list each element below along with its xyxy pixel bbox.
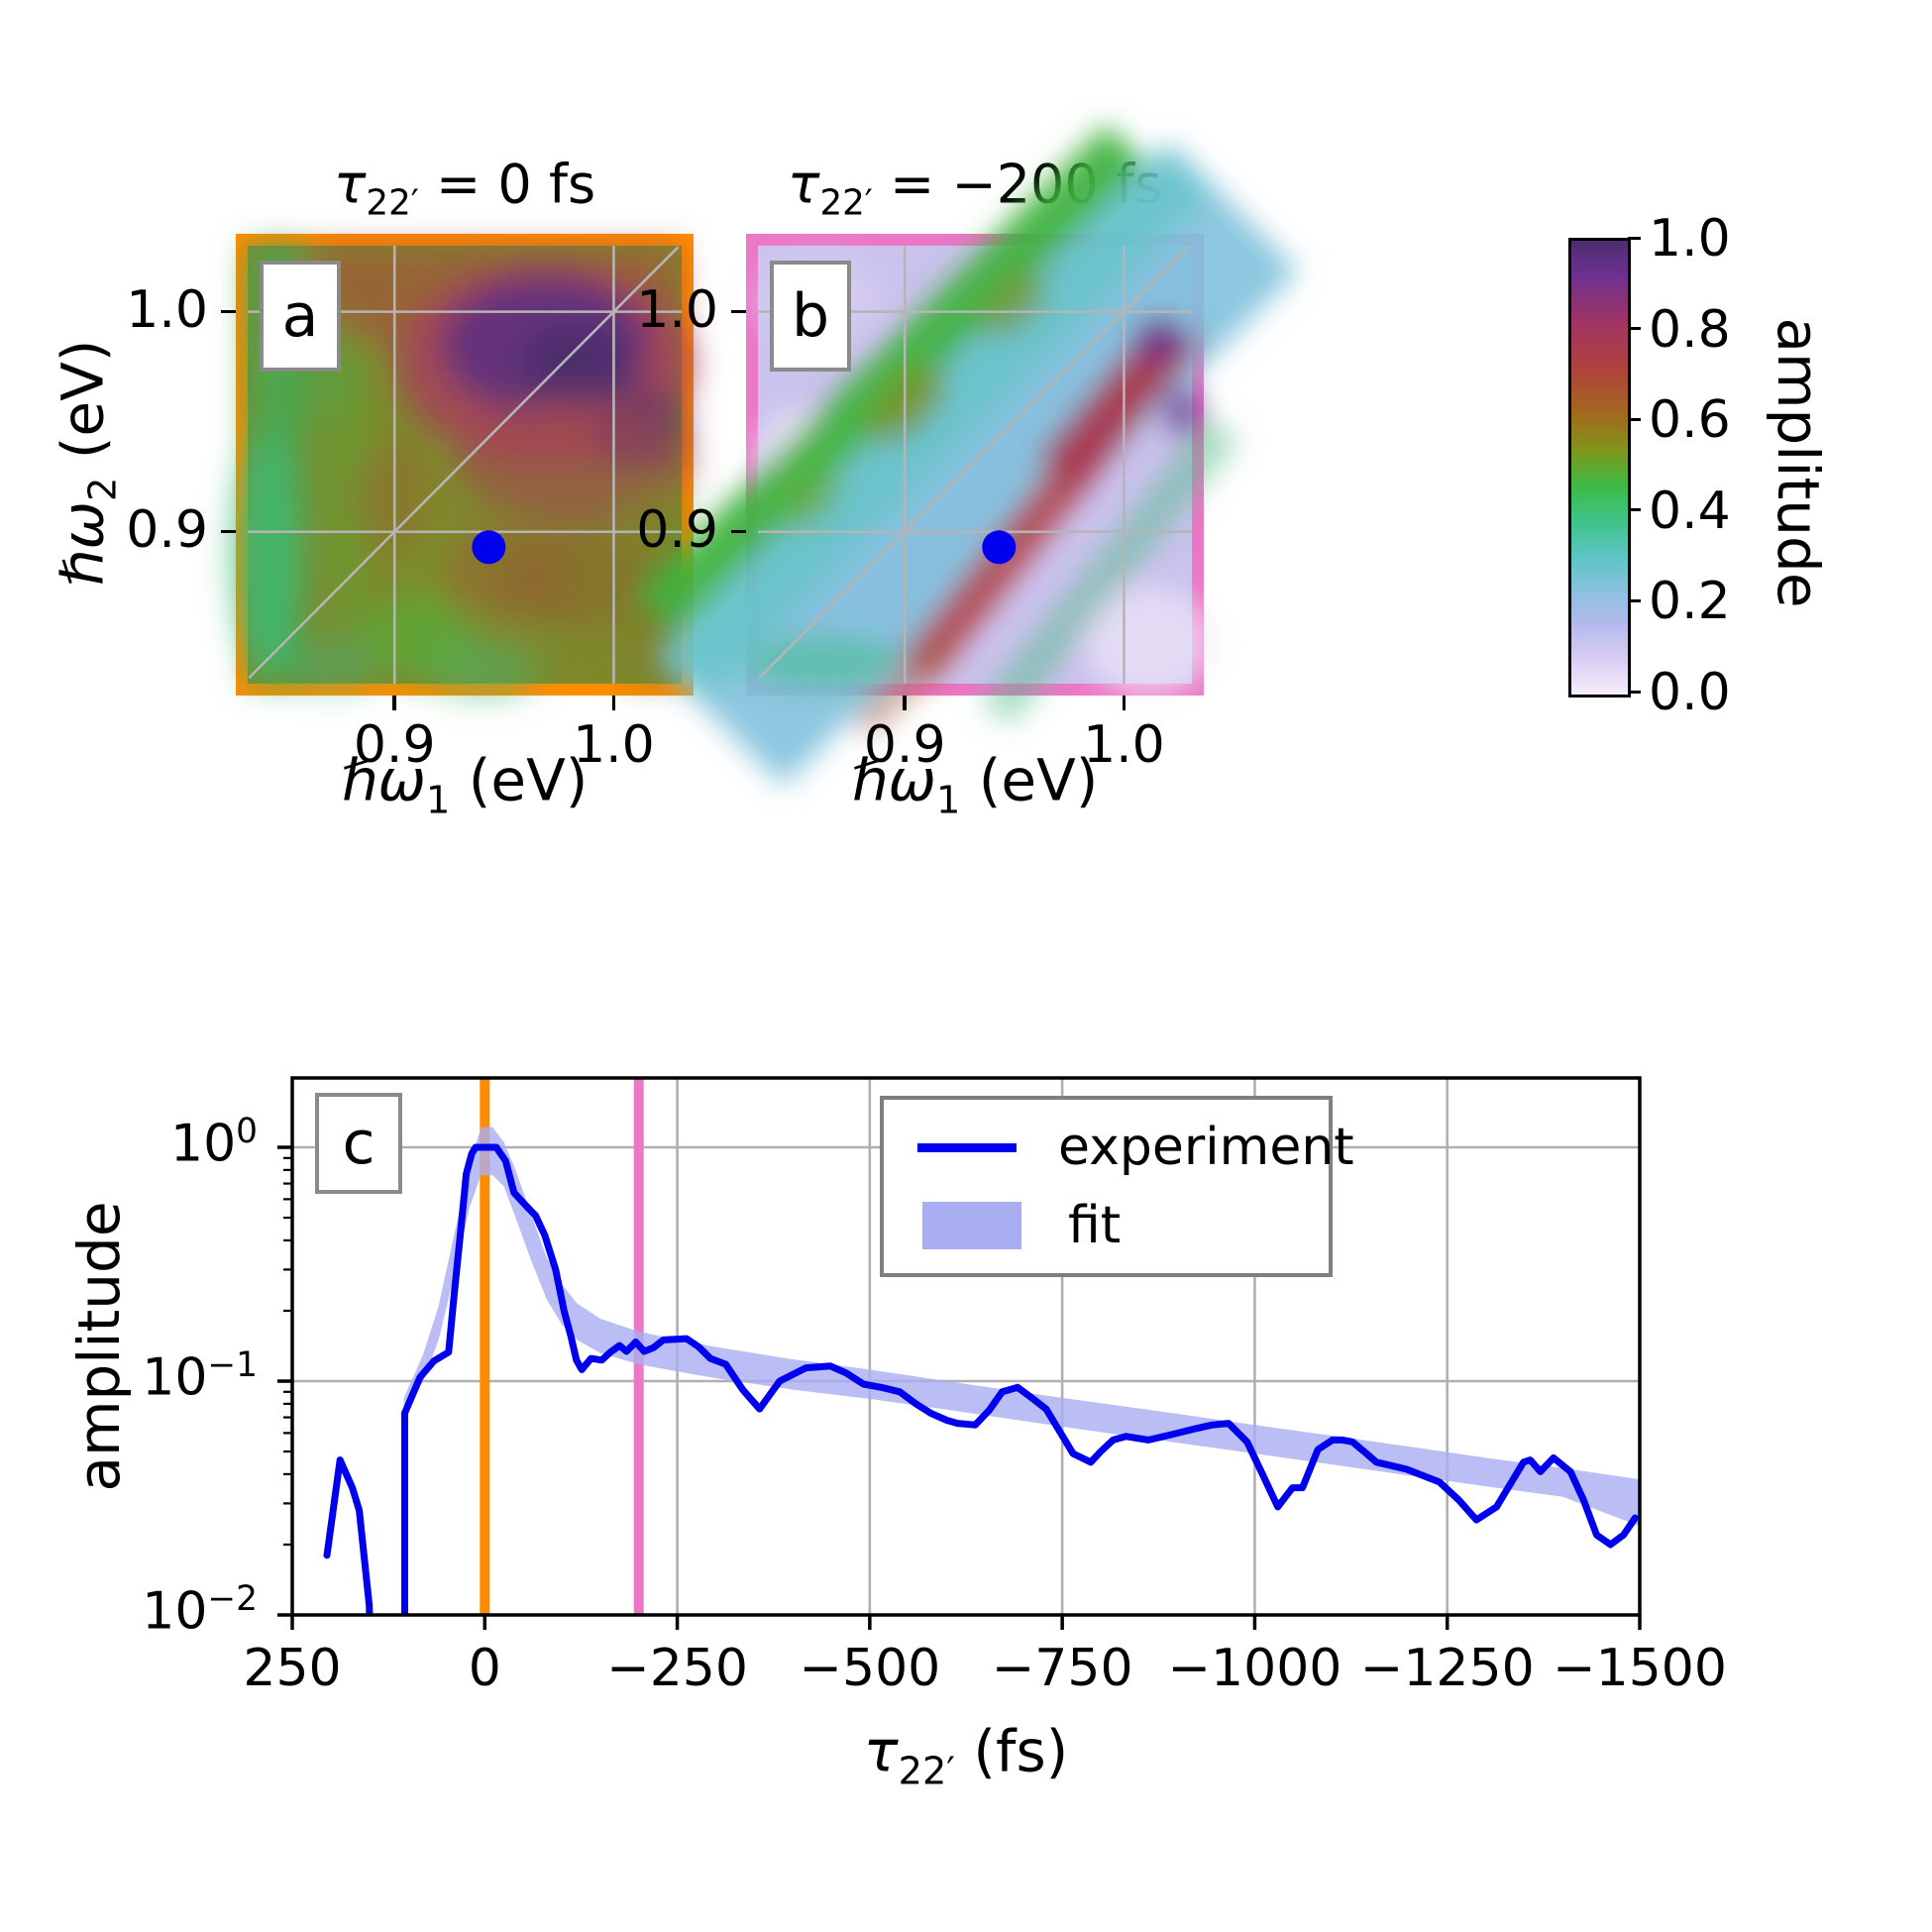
heatmap-y-tick-label: 1.0 [126, 279, 208, 340]
panel-c-xlabel-sub: 22′ [898, 1749, 955, 1794]
heatmap-x-tick [392, 696, 396, 710]
panel-c-ylabel-text: amplitude [65, 1201, 133, 1492]
heatmap-y-tick [731, 309, 746, 314]
panel-b-heatmap-canvas [636, 124, 1299, 787]
panel-b-grid-overlay [758, 246, 1192, 684]
colorbar-tick [1628, 690, 1641, 694]
panel-c-letter-box: c [315, 1093, 402, 1194]
fit-band-swatch [922, 1201, 1021, 1249]
panel-a-title-rest: = 0 fs [418, 153, 596, 216]
colorbar [1568, 238, 1631, 698]
panel-a-xlabel-sub: 1 [425, 778, 451, 823]
panel-b-heatmap [636, 124, 1299, 787]
panel-a-title-tau: τ [333, 153, 367, 216]
colorbar-tick [1628, 327, 1641, 331]
panel-c-x-tick-label: −500 [799, 1639, 941, 1698]
colorbar-tick-label: 0.8 [1649, 299, 1731, 360]
panel-c-letter: c [342, 1109, 376, 1178]
heatmap-x-tick-label: 1.0 [1083, 715, 1165, 775]
colorbar-tick-label: 0.0 [1649, 663, 1731, 722]
panel-c-experiment-curve [323, 1143, 1639, 1615]
legend: experiment fit [880, 1096, 1354, 1277]
panel-c-x-tick-label: −1250 [1359, 1639, 1535, 1698]
panel-c-y-tick-label: 10−2 [142, 1579, 258, 1642]
panel-a-title-sub: 22′ [366, 182, 419, 224]
heatmap-y-tick [221, 529, 236, 534]
panel-c-xlabel-unit: (fs) [954, 1717, 1069, 1785]
legend-label-experiment: experiment [1058, 1118, 1354, 1178]
colorbar-tick-label: 0.4 [1649, 481, 1731, 541]
panel-b-xlabel-unit: (eV) [960, 746, 1099, 814]
panel-b-xlabel-sub: 1 [935, 778, 961, 823]
panel-c-x-tick-label: −1000 [1167, 1639, 1342, 1698]
heatmap-y-tick-label: 1.0 [636, 279, 718, 340]
colorbar-label-text: amplitude [1765, 317, 1832, 608]
panel-a-xlabel-unit: (eV) [450, 746, 589, 814]
panel-a-letter: a [281, 281, 319, 351]
panel-c-y-tick-label: 100 [169, 1112, 258, 1174]
heatmap-x-tick-label: 1.0 [573, 715, 655, 775]
heatmap-x-tick [903, 696, 907, 710]
panel-b-letter: b [791, 281, 830, 351]
heatmap-ylabel-sub: 2 [80, 477, 126, 502]
heatmap-x-tick-label: 0.9 [863, 715, 946, 775]
heatmap-y-tick-label: 0.9 [636, 499, 718, 560]
panel-b-xlabel-base: ℏω [851, 746, 936, 814]
panel-b-amplitude-blobs [636, 124, 1299, 787]
legend-label-fit: fit [1068, 1195, 1122, 1255]
heatmap-y-tick-label: 0.9 [126, 499, 208, 560]
colorbar-tick-label: 1.0 [1649, 209, 1731, 268]
panel-b-title-tau: τ [787, 153, 820, 216]
heatmap-y-tick [731, 529, 746, 534]
panel-c-frame [290, 1076, 1642, 1617]
experiment-line-swatch [917, 1142, 1017, 1152]
panel-b-letter-box: b [770, 261, 851, 372]
heatmap-ylabel-unit: (eV) [49, 339, 117, 478]
panel-c-x-tick-label: −750 [991, 1639, 1133, 1698]
panel-a-letter-box: a [260, 261, 341, 372]
panel-c-y-tick-label: 10−1 [142, 1345, 258, 1408]
colorbar-tick [1628, 598, 1641, 602]
heatmap-x-tick [1122, 696, 1127, 710]
panel-b-title-sub: 22′ [819, 182, 873, 224]
colorbar-tick-label: 0.6 [1649, 390, 1731, 451]
colorbar-tick [1628, 417, 1641, 421]
legend-row-fit: fit [917, 1196, 1329, 1255]
panel-c-plot [277, 1076, 1642, 1630]
panel-c-fit-band [403, 1127, 1641, 1527]
panel-a-xlabel-base: ℏω [341, 746, 426, 814]
colorbar-tick [1628, 508, 1641, 512]
panel-c-x-tick-label: −1500 [1553, 1639, 1727, 1698]
colorbar-tick-label: 0.2 [1649, 572, 1731, 632]
panel-c-tickmarks [277, 1145, 1642, 1630]
panel-c-xlabel-tau: τ [863, 1717, 899, 1785]
colorbar-tick [1628, 236, 1641, 240]
panel-c-x-tick-label: −250 [606, 1639, 748, 1698]
heatmap-y-tick [221, 309, 236, 314]
heatmap-x-tick-label: 0.9 [353, 715, 436, 775]
legend-row-experiment: experiment [917, 1118, 1354, 1177]
panel-c-x-tick-label: 0 [468, 1639, 501, 1698]
panel-c-x-tick-label: 250 [243, 1639, 342, 1698]
heatmap-x-tick [611, 696, 616, 710]
